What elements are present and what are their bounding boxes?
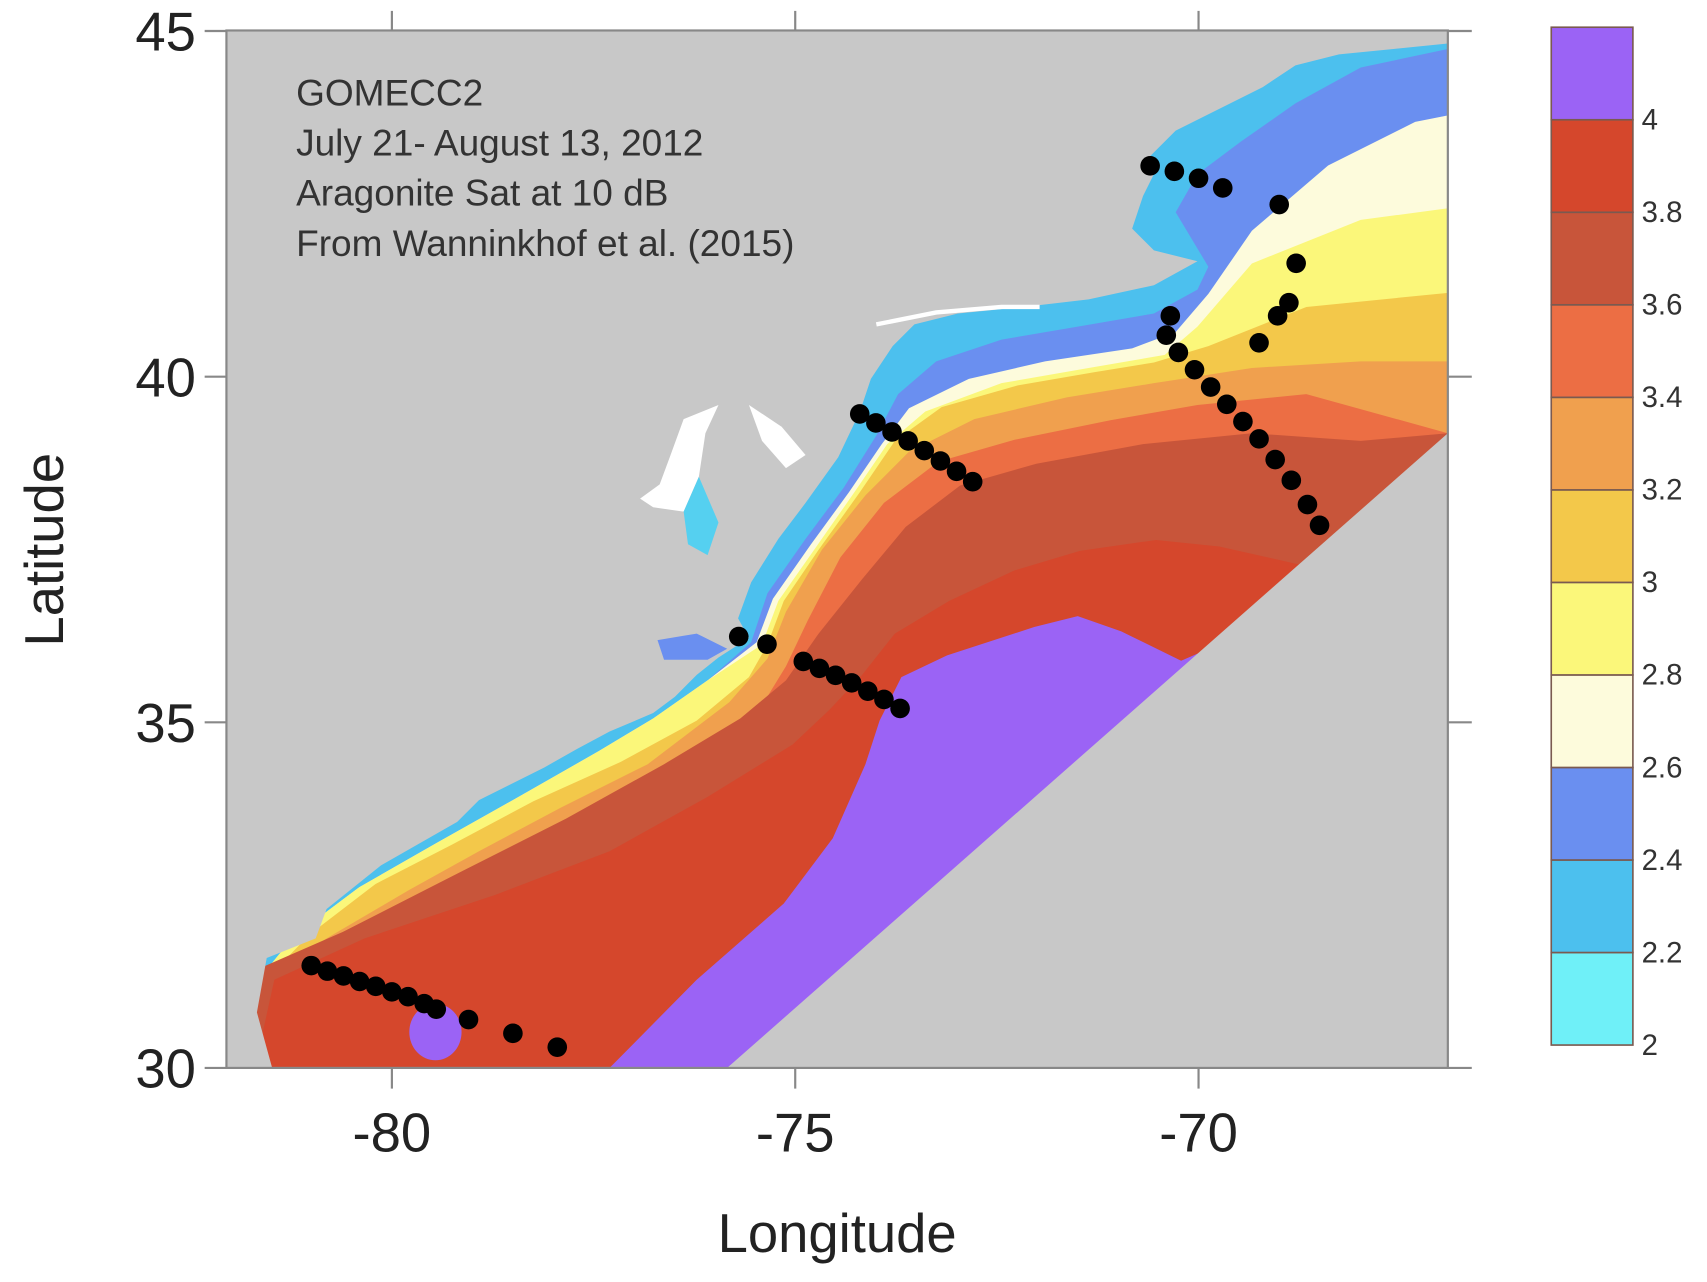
annotation-line-1: GOMECC2 [296, 72, 483, 114]
station-point [458, 1009, 479, 1030]
station-point [349, 971, 370, 992]
colorbar-label: 2.8 [1642, 659, 1683, 692]
colorbar-label: 4 [1642, 104, 1658, 137]
station-point [1249, 332, 1269, 353]
chesapeake-bay [640, 404, 719, 512]
station-point [398, 986, 418, 1007]
station-point [1164, 161, 1185, 182]
colorbar-swatch [1550, 26, 1634, 121]
colorbar-label: 3 [1642, 566, 1658, 599]
station-point [858, 681, 878, 701]
colorbar-swatch [1550, 118, 1634, 214]
y-tick-label: 40 [135, 347, 196, 408]
offshore-no-data-region [727, 433, 1448, 1068]
station-point [1212, 178, 1233, 198]
station-point [503, 1023, 523, 1044]
station-point [1168, 342, 1189, 363]
y-axis-title: Latitude [14, 453, 75, 647]
colorbar-label: 3.6 [1642, 289, 1683, 322]
colorbar-swatch [1550, 674, 1634, 769]
colorbar-label: 2.2 [1642, 936, 1683, 969]
station-point [914, 440, 935, 461]
plot-frame [225, 29, 1449, 1070]
station-point [841, 673, 862, 693]
colorbar-swatch [1550, 859, 1634, 954]
station-point [382, 982, 402, 1002]
delaware-bay [748, 404, 806, 469]
station-point [890, 698, 910, 719]
station-point [757, 634, 777, 654]
colorbar-label: 2.4 [1642, 844, 1683, 877]
map-area [226, 30, 1448, 1068]
station-point [1184, 359, 1205, 380]
long-island-sound [875, 304, 1040, 327]
station-point [962, 471, 983, 492]
pamlico-sound [657, 633, 728, 660]
station-point [728, 626, 749, 647]
annotation-line-3: Aragonite Sat at 10 dB [296, 172, 668, 214]
colorbar-label: 2.6 [1642, 751, 1683, 784]
colorbar-label: 3.2 [1642, 474, 1683, 507]
station-point [1200, 377, 1221, 397]
station-point [1269, 194, 1290, 215]
station-point [1265, 449, 1285, 470]
station-point [1249, 429, 1269, 449]
station-point [1279, 292, 1299, 313]
x-tick-label: -70 [1159, 1103, 1238, 1164]
station-point [809, 658, 830, 679]
annotation-line-4: From Wanninkhof et al. (2015) [296, 222, 794, 264]
colorbar-swatch [1550, 303, 1634, 399]
station-point [1281, 470, 1302, 491]
y-tick-label: 45 [135, 2, 196, 63]
colorbar-swatch [1550, 581, 1634, 676]
colorbar-label: 3.8 [1642, 196, 1683, 229]
station-points [301, 156, 1330, 1057]
x-axis-title: Longitude [718, 1203, 957, 1264]
colorbar-swatch [1550, 396, 1634, 491]
station-point [547, 1037, 568, 1057]
station-point [1297, 494, 1318, 515]
colorbar-swatch [1550, 489, 1634, 584]
station-point [866, 413, 886, 433]
x-tick-label: -75 [756, 1103, 835, 1164]
station-point [825, 665, 846, 686]
y-tick-label: 35 [135, 693, 196, 754]
station-point [1286, 253, 1306, 274]
y-tick-label: 30 [135, 1039, 196, 1100]
axis-ticks: -80 -75 -70 30 35 40 45 [135, 2, 1472, 1164]
colorbar-swatch [1550, 766, 1634, 861]
contour-band-4-plus-patch [409, 1003, 462, 1061]
station-point [930, 451, 951, 471]
annotation-line-2: July 21- August 13, 2012 [296, 122, 703, 164]
station-point [333, 966, 354, 986]
station-point [1267, 306, 1288, 326]
station-point [1309, 515, 1330, 536]
station-point [365, 976, 386, 997]
chesapeake-bay-mouth [683, 476, 719, 556]
station-point [946, 461, 967, 482]
colorbar-swatch [1550, 951, 1634, 1046]
station-point [1233, 411, 1253, 432]
x-tick-label: -80 [353, 1103, 432, 1164]
station-point [1216, 394, 1237, 415]
station-point [1160, 306, 1181, 326]
station-point [874, 689, 894, 710]
station-point [301, 955, 322, 976]
station-point [849, 404, 870, 424]
land [226, 30, 1448, 1068]
station-point [882, 422, 902, 442]
station-point [898, 431, 918, 451]
station-point [426, 999, 447, 1019]
station-point [1140, 156, 1160, 176]
station-point [317, 961, 338, 981]
station-point [793, 651, 814, 672]
colorbar-swatch [1550, 211, 1634, 306]
colorbar-label: 3.4 [1642, 381, 1683, 414]
colorbar: 2 2.2 2.4 2.6 2.8 3 3.2 3.4 3.6 3.8 4 [1550, 26, 1683, 1062]
station-point [1156, 325, 1177, 345]
station-point [1188, 168, 1209, 189]
colorbar-label: 2 [1642, 1029, 1658, 1062]
